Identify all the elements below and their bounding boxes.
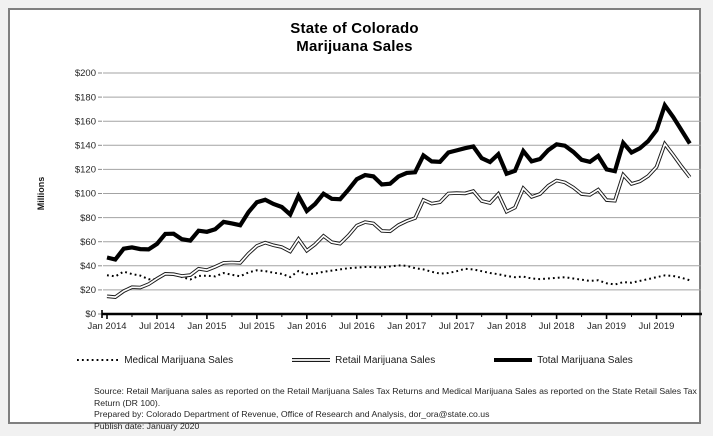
svg-text:$80: $80 [80, 213, 96, 224]
svg-text:$20: $20 [80, 285, 96, 296]
svg-text:Jan 2018: Jan 2018 [487, 321, 526, 332]
chart-title: State of Colorado Marijuana Sales [10, 20, 699, 56]
retail-line-swatch-icon [292, 358, 331, 362]
svg-text:Jul 2014: Jul 2014 [139, 321, 175, 332]
svg-text:$140: $140 [75, 141, 96, 152]
series-total [106, 100, 692, 262]
x-axis [101, 310, 702, 319]
svg-text:$0: $0 [85, 309, 96, 320]
svg-text:Jan 2015: Jan 2015 [187, 321, 226, 332]
svg-text:$160: $160 [75, 116, 96, 127]
svg-text:$60: $60 [80, 237, 96, 248]
publish-date-note: Publish date: January 2020 [94, 420, 200, 431]
legend-label-retail: Retail Marijuana Sales [335, 354, 436, 366]
svg-text:$40: $40 [80, 261, 96, 272]
chart-title-line2: Marijuana Sales [296, 38, 413, 55]
y-axis-labels: $0 $20 $40 $60 $80 $100 $120 $140 $160 $180 $200 [75, 68, 96, 320]
legend-label-total: Total Marijuana Sales [537, 354, 633, 366]
svg-text:$180: $180 [75, 92, 96, 103]
chart-legend: Medical Marijuana Sales Retail Marijuana… [10, 354, 699, 366]
total-line-swatch-icon [494, 358, 533, 362]
source-note: Source: Retail Marijuana sales as report… [94, 386, 697, 408]
series-retail [106, 140, 692, 299]
legend-item-retail: Retail Marijuana Sales [291, 354, 435, 366]
svg-text:Jul 2016: Jul 2016 [339, 321, 375, 332]
svg-text:Jan 2017: Jan 2017 [387, 321, 426, 332]
gridlines [98, 72, 701, 315]
svg-text:Jan 2014: Jan 2014 [87, 321, 126, 332]
svg-text:$100: $100 [75, 189, 96, 200]
svg-text:Jul 2017: Jul 2017 [439, 321, 475, 332]
svg-text:Jul 2019: Jul 2019 [639, 321, 675, 332]
sales-line-chart: $0 $20 $40 $60 $80 $100 $120 $140 $160 $180 $200 Mi… [36, 68, 702, 332]
svg-text:$200: $200 [75, 68, 96, 79]
medical-line-swatch-icon [77, 359, 120, 361]
x-axis-labels: Jan 2014 Jul 2014 Jan 2015 Jul 2015 Jan 2016… [87, 321, 674, 332]
chart-panel: State of Colorado Marijuana Sales $0 $20 $… [8, 8, 702, 431]
legend-item-total: Total Marijuana Sales [493, 354, 633, 366]
svg-text:Jan 2016: Jan 2016 [287, 321, 326, 332]
chart-footnotes: Source: Retail Marijuana sales as report… [94, 386, 702, 432]
y-axis-title: Millions [36, 177, 46, 211]
svg-text:$120: $120 [75, 165, 96, 176]
prepared-by-note: Prepared by: Colorado Department of Reve… [94, 409, 490, 419]
series-medical [106, 264, 691, 286]
legend-label-medical: Medical Marijuana Sales [124, 354, 234, 366]
svg-text:Jul 2018: Jul 2018 [539, 321, 575, 332]
svg-text:Jan 2019: Jan 2019 [587, 321, 626, 332]
chart-title-line1: State of Colorado [290, 20, 419, 37]
legend-item-medical: Medical Marijuana Sales [76, 354, 233, 366]
svg-text:Jul 2015: Jul 2015 [239, 321, 275, 332]
